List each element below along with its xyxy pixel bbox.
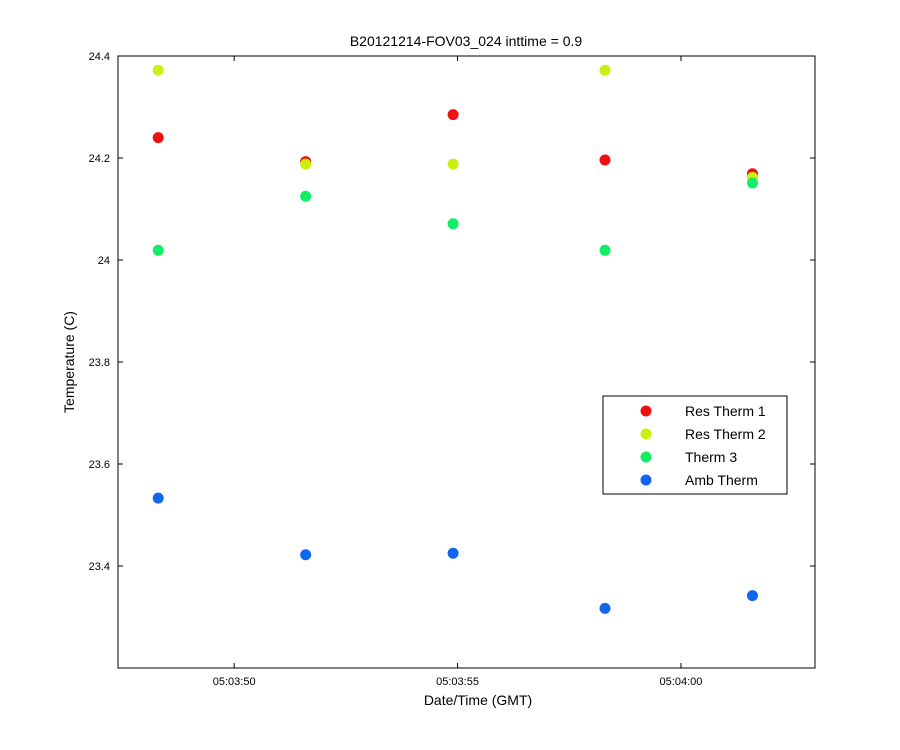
legend-marker-res-therm-1 [640, 405, 652, 417]
legend-marker-therm-3 [640, 451, 652, 463]
x-tick-label: 05:03:50 [213, 676, 256, 688]
plot-area [117, 55, 816, 669]
legend: Res Therm 1 Res Therm 2 Therm 3 Amb Therm [602, 395, 788, 495]
point-amb-therm [746, 590, 758, 602]
y-tick-label: 23.4 [89, 561, 110, 573]
chart-title: B20121214-FOV03_024 inttime = 0.9 [350, 33, 583, 49]
point-res-therm-1 [447, 109, 459, 121]
x-axis-title: Date/Time (GMT) [424, 692, 532, 708]
point-therm-3 [447, 218, 459, 230]
point-res-therm-2 [152, 64, 164, 76]
y-tick-label: 24 [98, 255, 110, 267]
point-amb-therm [447, 547, 459, 559]
point-amb-therm [300, 549, 312, 561]
point-therm-3 [746, 177, 758, 189]
legend-label-amb-therm: Amb Therm [685, 472, 758, 488]
legend-label-therm-3: Therm 3 [685, 449, 737, 465]
x-axis: 05:03:50 05:03:55 05:04:00 [213, 56, 703, 688]
point-res-therm-2 [300, 158, 312, 170]
y-axis-title: Temperature (C) [61, 311, 77, 413]
point-therm-3 [599, 244, 611, 256]
y-tick-label: 24.4 [89, 51, 110, 63]
y-tick-label: 23.8 [89, 357, 110, 369]
legend-marker-res-therm-2 [640, 428, 652, 440]
legend-label-res-therm-1: Res Therm 1 [685, 403, 766, 419]
legend-label-res-therm-2: Res Therm 2 [685, 426, 766, 442]
y-axis: 23.4 23.6 23.8 24 24.2 24.4 [89, 51, 815, 573]
point-res-therm-2 [599, 64, 611, 76]
x-tick-label: 05:03:55 [436, 676, 479, 688]
y-tick-label: 24.2 [89, 153, 110, 165]
point-therm-3 [152, 244, 164, 256]
legend-marker-amb-therm [640, 474, 652, 486]
point-amb-therm [599, 602, 611, 614]
point-res-therm-1 [599, 154, 611, 166]
point-amb-therm [152, 492, 164, 504]
legend-box [602, 395, 788, 495]
x-tick-label: 05:04:00 [660, 676, 703, 688]
y-tick-label: 23.6 [89, 459, 110, 471]
point-therm-3 [300, 190, 312, 202]
point-res-therm-2 [447, 158, 459, 170]
data-points [152, 64, 758, 614]
point-res-therm-1 [152, 132, 164, 144]
